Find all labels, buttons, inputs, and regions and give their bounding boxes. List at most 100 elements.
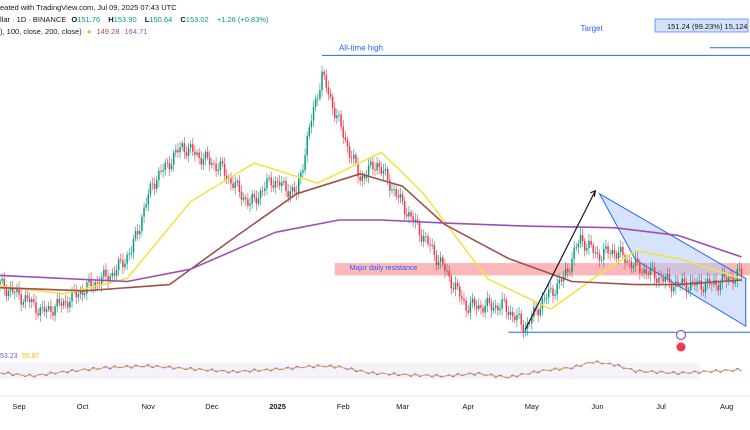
candle	[143, 207, 145, 217]
candle	[117, 259, 120, 270]
candle	[662, 277, 664, 282]
candle	[54, 306, 56, 316]
candle	[132, 238, 135, 253]
candle	[681, 278, 683, 285]
candle	[179, 147, 181, 153]
candle	[7, 290, 10, 296]
candle	[115, 269, 118, 276]
candle	[668, 274, 671, 283]
candle	[624, 255, 626, 263]
candle	[287, 190, 289, 198]
candle	[567, 268, 569, 272]
candle	[261, 190, 264, 192]
candle	[467, 310, 469, 313]
candle	[331, 96, 334, 109]
ma200-line	[0, 219, 742, 283]
candle	[274, 181, 277, 188]
candle	[1, 278, 3, 281]
candle	[200, 157, 203, 165]
candle	[209, 157, 211, 165]
candle	[492, 307, 495, 311]
candle	[259, 190, 262, 199]
candle	[641, 272, 643, 274]
candle	[312, 106, 315, 121]
x-tick-label: Nov	[142, 402, 156, 411]
candle	[592, 244, 594, 253]
candle	[571, 258, 573, 272]
candle	[704, 283, 707, 293]
candle	[67, 302, 69, 308]
candle	[357, 162, 359, 177]
candle	[495, 305, 497, 308]
candle	[609, 253, 611, 255]
candle	[56, 298, 58, 307]
candle	[677, 281, 679, 285]
header-line-3: ), 100, close, 200, close) ● 149.28 164.…	[0, 27, 150, 36]
candle	[497, 305, 499, 311]
x-tick-label: Dec	[205, 402, 219, 411]
candle	[471, 298, 474, 304]
candle	[196, 152, 198, 155]
candle	[446, 270, 448, 272]
candle	[406, 214, 408, 217]
x-tick-label: Jun	[591, 402, 603, 411]
candle	[632, 265, 635, 268]
target-label: Target	[581, 24, 604, 33]
candle	[283, 180, 285, 183]
candle	[291, 187, 294, 192]
candle	[444, 264, 446, 272]
candle	[577, 243, 580, 248]
candle	[522, 324, 525, 333]
candle	[94, 282, 97, 288]
candle	[463, 298, 465, 301]
candle	[340, 114, 342, 127]
candle	[573, 247, 575, 259]
candle	[588, 240, 590, 249]
candle	[700, 280, 703, 290]
candle	[149, 183, 152, 195]
candle	[664, 277, 666, 282]
ma200-value: 164.71	[124, 27, 148, 36]
candle	[0, 280, 1, 285]
x-tick-label: Sep	[12, 402, 25, 411]
rsi-value: 53.23	[0, 353, 18, 360]
candle	[516, 314, 518, 321]
candle	[452, 288, 455, 290]
candle	[122, 260, 124, 268]
candle	[600, 259, 603, 261]
candle	[22, 302, 25, 305]
candle	[166, 162, 169, 164]
candle	[429, 243, 431, 246]
candle	[459, 286, 461, 297]
candle	[242, 197, 245, 200]
candle	[706, 279, 709, 284]
candle	[88, 278, 90, 283]
candle	[249, 203, 251, 206]
candle	[60, 303, 63, 306]
candle	[418, 222, 421, 236]
candle	[478, 305, 480, 309]
candle	[660, 277, 662, 279]
candle	[507, 311, 510, 316]
candle	[626, 260, 628, 263]
ma50-value: ●	[86, 27, 92, 36]
candle	[539, 308, 541, 316]
candle	[329, 93, 332, 97]
candle	[105, 269, 107, 276]
candle	[346, 139, 349, 147]
x-tick-label: Feb	[337, 402, 350, 411]
candle	[221, 161, 224, 165]
candle	[569, 271, 571, 273]
candle	[482, 307, 484, 313]
candle	[319, 90, 321, 99]
candle	[488, 297, 491, 303]
candle	[651, 267, 654, 269]
candle	[52, 311, 54, 316]
candle	[473, 298, 476, 306]
candle	[410, 212, 412, 217]
candle	[550, 288, 552, 290]
candle	[255, 197, 258, 204]
candle	[374, 169, 376, 171]
candle	[223, 164, 226, 176]
candle	[653, 267, 656, 279]
